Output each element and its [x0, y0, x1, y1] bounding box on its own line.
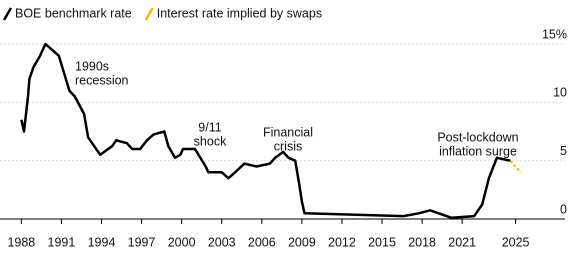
x-tick-label: 1991	[48, 235, 76, 249]
annotation: Financial	[263, 125, 313, 139]
x-tick-label: 2006	[248, 235, 276, 249]
y-tick-label: 15%	[542, 27, 567, 41]
y-tick-label: 5	[560, 144, 567, 158]
annotation: recession	[75, 73, 129, 87]
y-tick-label: 0	[560, 202, 567, 216]
annotation: 1990s	[75, 59, 109, 73]
annotation: inflation surge	[439, 144, 517, 158]
legend-label: Interest rate implied by swaps	[157, 6, 322, 20]
legend-item: BOE benchmark rate	[2, 6, 132, 21]
x-tick-label: 1994	[88, 235, 116, 249]
x-tick-label: 2003	[208, 235, 236, 249]
annotation: crisis	[274, 139, 302, 153]
legend-swatch	[144, 7, 154, 21]
x-tick-label: 1997	[128, 235, 156, 249]
x-tick-label: 2021	[448, 235, 476, 249]
x-tick-label: 2012	[328, 235, 356, 249]
series-line	[20, 42, 511, 220]
x-tick-label: 2009	[288, 235, 316, 249]
legend-swatch	[2, 7, 13, 21]
x-tick-label: 2015	[368, 235, 396, 249]
series-line	[509, 160, 522, 173]
x-tick-label: 2025	[502, 235, 530, 249]
annotation: shock	[194, 134, 227, 148]
annotation: 9/11	[198, 120, 221, 134]
x-tick-label: 2000	[168, 235, 196, 249]
annotation: Post-lockdown	[437, 130, 518, 144]
legend-item: Interest rate implied by swaps	[144, 6, 322, 21]
x-tick-label: 2018	[408, 235, 436, 249]
legend-label: BOE benchmark rate	[15, 6, 132, 20]
x-tick-label: 1988	[7, 235, 35, 249]
y-tick-label: 10	[553, 86, 567, 100]
